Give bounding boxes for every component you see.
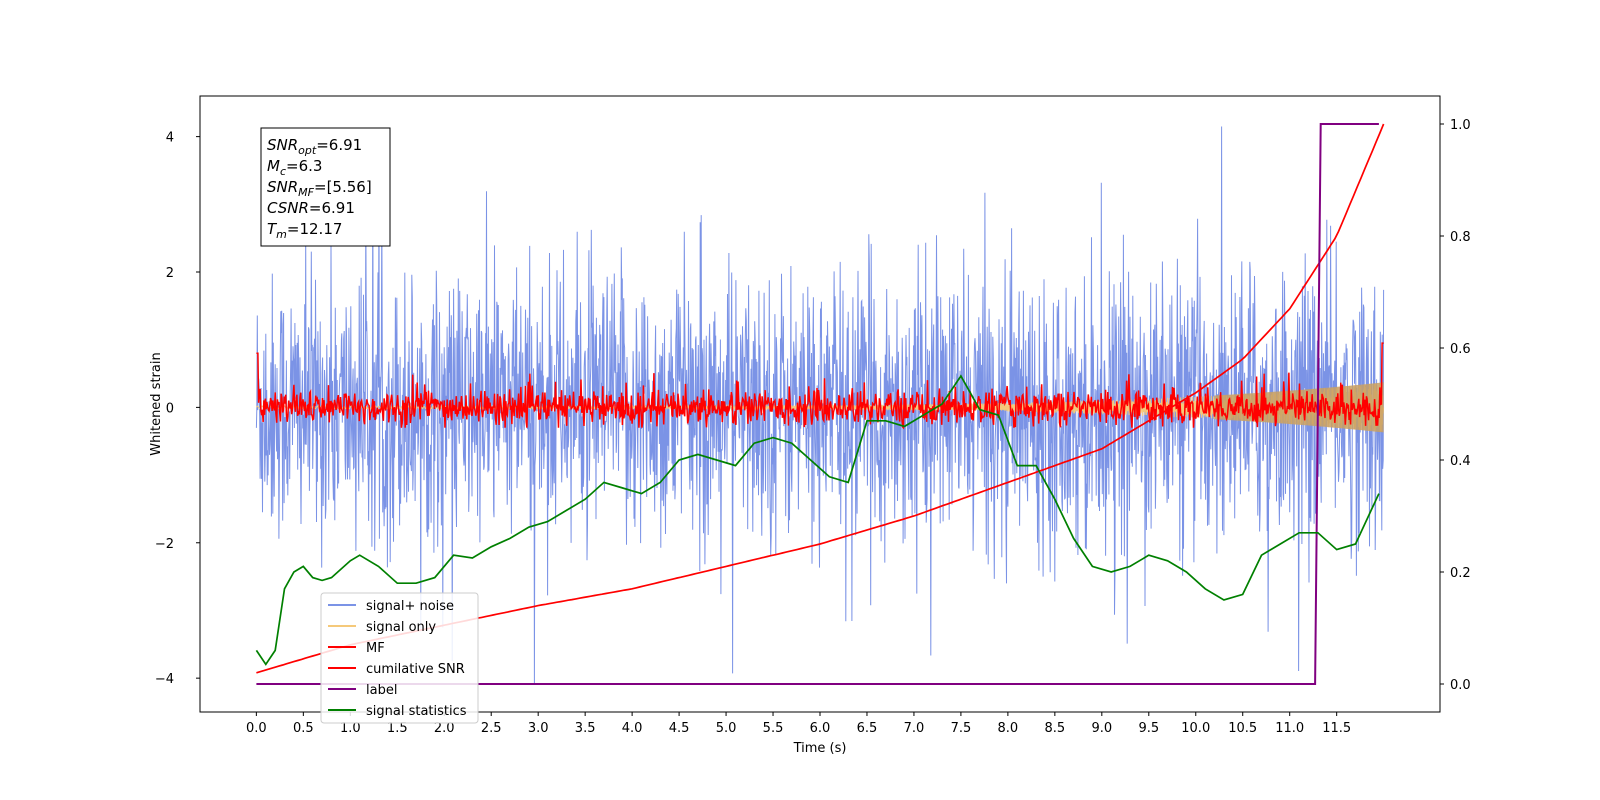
x-tick-label: 4.5: [669, 721, 690, 736]
legend-label: signal+ noise: [366, 599, 454, 614]
legend: signal+ noise signal only MF cumilative SNR…: [320, 592, 479, 724]
legend-frame: [320, 592, 479, 724]
x-tick-label: 10.0: [1181, 721, 1210, 736]
y-tick-label: −2: [155, 537, 174, 552]
x-tick-label: 1.5: [387, 721, 408, 736]
stat-line: SNRMF=[5.56]: [267, 178, 372, 199]
y-right-tick-label: 0.8: [1450, 230, 1471, 245]
legend-label: cumilative SNR: [366, 662, 465, 677]
x-tick-label: 3.5: [575, 721, 596, 736]
x-tick-label: 8.5: [1045, 721, 1066, 736]
x-tick-label: 3.0: [528, 721, 549, 736]
x-tick-label: 5.5: [763, 721, 784, 736]
stat-line: CSNR=6.91: [267, 199, 355, 217]
y-tick-label: −4: [155, 672, 174, 687]
y-tick-label: 0: [166, 401, 174, 416]
series-label: [256, 123, 1379, 685]
y-right-tick-label: 0.2: [1450, 566, 1471, 581]
x-tick-label: 9.0: [1091, 721, 1112, 736]
x-tick-label: 2.5: [481, 721, 502, 736]
y-right-tick-label: 0.4: [1450, 454, 1471, 469]
y-right-tick-label: 1.0: [1450, 118, 1471, 133]
legend-label: MF: [366, 641, 385, 656]
x-tick-label: 6.0: [810, 721, 831, 736]
legend-label: label: [366, 683, 397, 698]
plot-area: [255, 123, 1385, 685]
y-tick-label: 4: [166, 131, 174, 146]
x-tick-label: 5.0: [716, 721, 737, 736]
series-signal-noise: [255, 126, 1385, 685]
stat-line: Mc=6.3: [267, 157, 322, 178]
x-tick-label: 0.5: [293, 721, 314, 736]
x-tick-label: 11.0: [1275, 721, 1304, 736]
x-tick-label: 1.0: [340, 721, 361, 736]
x-tick-label: 7.5: [951, 721, 972, 736]
y-tick-label: 2: [166, 266, 174, 281]
x-tick-label: 10.5: [1228, 721, 1257, 736]
stat-line: Tm=12.17: [267, 220, 342, 241]
y-axis-title: Whitened strain: [149, 352, 164, 455]
series-mf: [256, 342, 1384, 430]
x-tick-label: 8.0: [998, 721, 1019, 736]
y-right-tick-label: 0.0: [1450, 678, 1471, 693]
y-right-tick-label: 0.6: [1450, 342, 1471, 357]
x-tick-label: 0.0: [246, 721, 267, 736]
x-tick-label: 2.0: [434, 721, 455, 736]
x-tick-label: 11.5: [1322, 721, 1351, 736]
x-tick-label: 9.5: [1138, 721, 1159, 736]
axis-ticks: 0.0 0.5 1.0 1.5 2.0 2.5 3.0 3.5 4.0 4.5 5.0 5.5 6.0 6…: [155, 118, 1471, 736]
series-signal-statistics: [255, 374, 1380, 666]
x-axis-title: Time (s): [793, 741, 847, 756]
stat-line: SNRopt=6.91: [267, 136, 362, 157]
legend-label: signal only: [366, 620, 436, 635]
stats-box-frame: [260, 127, 391, 247]
x-tick-label: 4.0: [622, 721, 643, 736]
x-tick-label: 7.0: [904, 721, 925, 736]
x-tick-label: 6.5: [857, 721, 878, 736]
legend-label: signal statistics: [366, 704, 467, 719]
